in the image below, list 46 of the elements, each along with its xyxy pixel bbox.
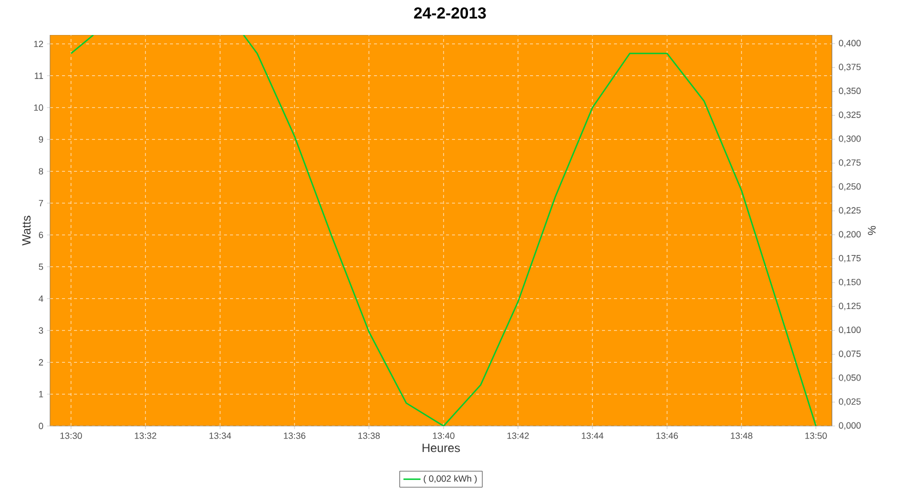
y-tick-label: 11 bbox=[34, 72, 44, 79]
y-tick-label: 0 bbox=[38, 422, 44, 430]
y2-tick-label: 0,200 bbox=[838, 231, 861, 238]
x-tick-label: 13:38 bbox=[358, 432, 380, 439]
chart-title: 24-2-2013 bbox=[414, 7, 486, 19]
y2-tick-label: 0,125 bbox=[838, 302, 861, 310]
x-tick-label: 13:42 bbox=[507, 432, 529, 439]
y-axis-title: Watts bbox=[22, 216, 31, 246]
y-tick-label: 12 bbox=[34, 40, 44, 48]
x-tick-label: 13:32 bbox=[134, 432, 156, 439]
x-tick-label: 13:36 bbox=[284, 432, 306, 439]
y2-tick-label: 0,175 bbox=[838, 254, 861, 262]
y2-tick-label: 0,100 bbox=[838, 326, 861, 334]
x-tick-label: 13:40 bbox=[433, 432, 454, 439]
y-tick-label: 8 bbox=[38, 168, 44, 174]
y2-tick-label: 0,350 bbox=[838, 88, 861, 96]
x-axis-title: Heures bbox=[422, 444, 460, 452]
y-tick-label: 4 bbox=[38, 296, 44, 302]
y-tick-label: 2 bbox=[38, 359, 44, 366]
x-tick-label: 13:48 bbox=[730, 432, 752, 439]
y2-tick-label: 0,275 bbox=[838, 159, 861, 167]
y2-tick-label: 0,050 bbox=[838, 374, 861, 382]
x-tick-label: 13:46 bbox=[656, 432, 678, 439]
y2-tick-label: 0,025 bbox=[838, 398, 861, 406]
y2-tick-label: 0,150 bbox=[838, 278, 861, 286]
y-tick-label: 10 bbox=[34, 104, 44, 111]
x-tick-label: 13:50 bbox=[805, 432, 827, 439]
y2-tick-label: 0,000 bbox=[838, 422, 861, 430]
y-tick-label: 6 bbox=[38, 232, 44, 238]
x-tick-label: 13:34 bbox=[210, 432, 232, 439]
y2-tick-label: 0,400 bbox=[838, 40, 861, 48]
y2-axis-title: % bbox=[868, 226, 876, 235]
y2-tick-label: 0,075 bbox=[838, 350, 861, 358]
y-tick-label: 3 bbox=[38, 327, 44, 334]
y-tick-label: 5 bbox=[38, 264, 44, 270]
legend-label: ( 0,002 kWh ) bbox=[424, 475, 477, 484]
x-tick-label: 13:30 bbox=[60, 432, 82, 439]
y2-tick-label: 0,375 bbox=[838, 64, 861, 72]
y2-tick-label: 0,300 bbox=[838, 135, 861, 143]
x-tick-label: 13:44 bbox=[582, 432, 604, 439]
y2-tick-label: 0,225 bbox=[838, 207, 861, 215]
y-tick-label: 1 bbox=[39, 391, 44, 398]
y-tick-label: 7 bbox=[38, 200, 44, 206]
y-tick-label: 9 bbox=[38, 136, 44, 143]
y2-tick-label: 0,250 bbox=[838, 183, 861, 191]
y2-tick-label: 0,325 bbox=[838, 112, 861, 120]
